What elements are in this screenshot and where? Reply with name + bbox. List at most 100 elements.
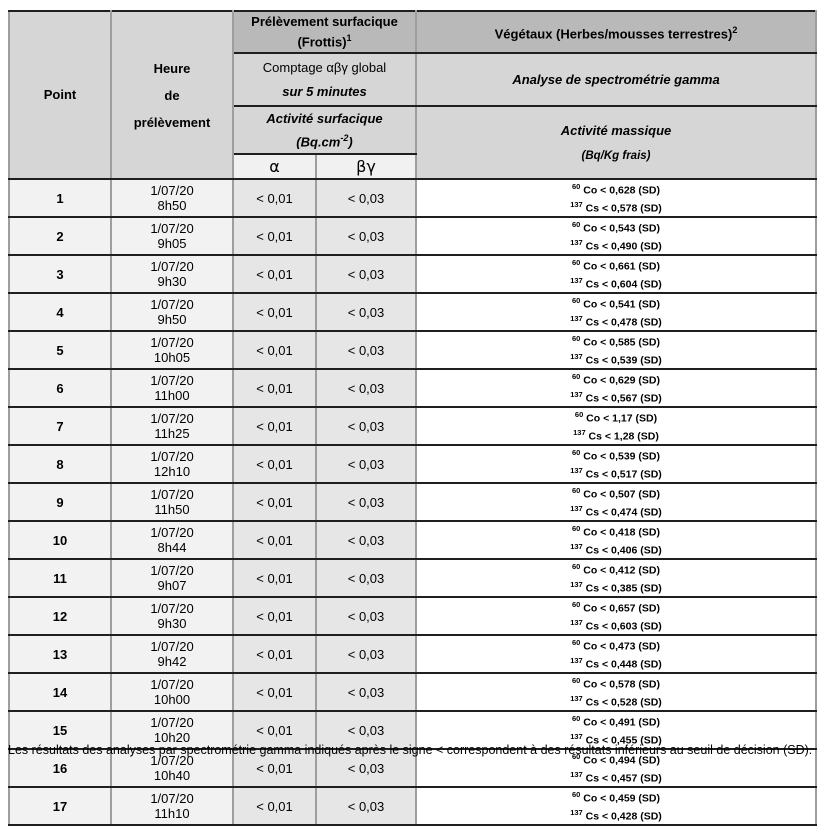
point-number-cell: 13 — [8, 634, 112, 674]
sampling-datetime-cell: 1/07/20 12h10 — [110, 444, 234, 484]
beta-gamma-activity-cell: < 0,03 — [315, 710, 417, 750]
gamma-spectrometry-cell: 60 Co < 0,629 (SD) 137 Cs < 0,567 (SD) — [415, 368, 817, 408]
cesium-137-result: 137 Cs < 0,539 (SD) — [570, 352, 662, 367]
cesium-137-result: 137 Cs < 0,517 (SD) — [570, 466, 662, 481]
cesium-137-result: 137 Cs < 0,455 (SD) — [570, 732, 662, 747]
header-activite-surfacique-label: Activité surfacique — [266, 110, 383, 126]
sampling-date: 1/07/20 — [150, 562, 194, 578]
sampling-time: 9h50 — [157, 312, 187, 327]
header-heure-line3: prélèvement — [133, 114, 211, 130]
sampling-time: 11h25 — [154, 426, 190, 441]
sampling-datetime-cell: 1/07/20 9h05 — [110, 216, 234, 256]
table-row: 6 1/07/20 11h00 < 0,01 < 0,03 60 Co < 0,629 (… — [8, 368, 817, 408]
table-row: 17 1/07/20 11h10 < 0,01 < 0,03 60 Co < 0,459 … — [8, 786, 817, 826]
cobalt-60-result: 60 Co < 0,412 (SD) — [572, 562, 660, 577]
header-row-3: Activité surfacique (Bq.cm-2) Activité m… — [9, 105, 817, 180]
header-analyse-spectrometrie: Analyse de spectrométrie gamma — [415, 52, 817, 107]
alpha-activity-cell: < 0,01 — [232, 596, 317, 636]
gamma-spectrometry-cell: 60 Co < 0,412 (SD) 137 Cs < 0,385 (SD) — [415, 558, 817, 598]
beta-gamma-activity-cell: < 0,03 — [315, 406, 417, 446]
header-beta-gamma-column: βγ — [315, 153, 417, 180]
cobalt-60-result: 60 Co < 0,507 (SD) — [572, 486, 660, 501]
point-number-cell: 15 — [8, 710, 112, 750]
alpha-activity-cell: < 0,01 — [232, 406, 317, 446]
cobalt-60-result: 60 Co < 0,539 (SD) — [572, 448, 660, 463]
cobalt-60-result: 60 Co < 1,17 (SD) — [574, 410, 658, 425]
gamma-spectrometry-cell: 60 Co < 0,543 (SD) 137 Cs < 0,490 (SD) — [415, 216, 817, 256]
sampling-datetime-cell: 1/07/20 11h50 — [110, 482, 234, 522]
beta-gamma-activity-cell: < 0,03 — [315, 786, 417, 826]
header-activite-massique-label: Activité massique — [560, 123, 672, 138]
header-heure-line1: Heure — [153, 60, 191, 76]
alpha-activity-cell: < 0,01 — [232, 368, 317, 408]
cesium-137-result: 137 Cs < 1,28 (SD) — [573, 428, 659, 443]
gamma-spectrometry-cell: 60 Co < 0,585 (SD) 137 Cs < 0,539 (SD) — [415, 330, 817, 370]
table-row: 4 1/07/20 9h50 < 0,01 < 0,03 60 Co < 0,541 (S… — [8, 292, 817, 332]
gamma-spectrometry-cell: 60 Co < 0,661 (SD) 137 Cs < 0,604 (SD) — [415, 254, 817, 294]
alpha-activity-cell: < 0,01 — [232, 558, 317, 598]
alpha-activity-cell: < 0,01 — [232, 254, 317, 294]
alpha-activity-cell: < 0,01 — [232, 634, 317, 674]
cesium-137-result: 137 Cs < 0,457 (SD) — [570, 770, 662, 785]
sampling-time: 8h50 — [157, 198, 187, 213]
gamma-spectrometry-cell: 60 Co < 0,459 (SD) 137 Cs < 0,428 (SD) — [415, 786, 817, 826]
header-comptage-line2: sur 5 minutes — [282, 84, 367, 99]
sampling-datetime-cell: 1/07/20 11h00 — [110, 368, 234, 408]
header-surfacique-subtitle: (Frottis)1 — [297, 32, 352, 50]
cesium-137-result: 137 Cs < 0,385 (SD) — [570, 580, 662, 595]
header-comptage-line1: Comptage αβγ global — [262, 60, 387, 75]
cobalt-60-result: 60 Co < 0,491 (SD) — [572, 714, 660, 729]
header-point: Point — [8, 10, 112, 180]
sampling-datetime-cell: 1/07/20 9h30 — [110, 254, 234, 294]
footnote-mark-2: 2 — [732, 24, 738, 35]
sampling-date: 1/07/20 — [150, 372, 194, 388]
cesium-137-result: 137 Cs < 0,448 (SD) — [570, 656, 662, 671]
cesium-137-result: 137 Cs < 0,490 (SD) — [570, 238, 662, 253]
cesium-137-result: 137 Cs < 0,578 (SD) — [570, 200, 662, 215]
cobalt-60-result: 60 Co < 0,661 (SD) — [572, 258, 660, 273]
point-number-cell: 7 — [8, 406, 112, 446]
point-number-cell: 2 — [8, 216, 112, 256]
cesium-137-result: 137 Cs < 0,478 (SD) — [570, 314, 662, 329]
point-number-cell: 8 — [8, 444, 112, 484]
cesium-137-result: 137 Cs < 0,406 (SD) — [570, 542, 662, 557]
sampling-datetime-cell: 1/07/20 8h50 — [110, 178, 234, 218]
sampling-date: 1/07/20 — [150, 524, 194, 540]
beta-gamma-activity-cell: < 0,03 — [315, 672, 417, 712]
point-number-cell: 3 — [8, 254, 112, 294]
beta-gamma-activity-cell: < 0,03 — [315, 368, 417, 408]
alpha-activity-cell: < 0,01 — [232, 444, 317, 484]
cobalt-60-result: 60 Co < 0,628 (SD) — [572, 182, 660, 197]
beta-gamma-activity-cell: < 0,03 — [315, 634, 417, 674]
sampling-datetime-cell: 1/07/20 9h42 — [110, 634, 234, 674]
sampling-time: 10h40 — [153, 768, 191, 783]
beta-gamma-activity-cell: < 0,03 — [315, 216, 417, 256]
sampling-date: 1/07/20 — [150, 752, 194, 768]
header-activite-massique-unit: (Bq/Kg frais) — [581, 150, 651, 162]
header-heure-de-prelevement: Heure de prélèvement — [110, 10, 234, 180]
cobalt-60-result: 60 Co < 0,578 (SD) — [572, 676, 660, 691]
footnote: Les résultats des analyses par spectromé… — [8, 743, 813, 757]
sampling-date: 1/07/20 — [150, 410, 194, 426]
sampling-time: 8h44 — [157, 540, 187, 555]
cobalt-60-result: 60 Co < 0,657 (SD) — [572, 600, 660, 615]
point-number-cell: 4 — [8, 292, 112, 332]
header-row-1: Point Heure de prélèvement Prélèvement s… — [8, 10, 817, 180]
sampling-date: 1/07/20 — [150, 486, 194, 502]
gamma-spectrometry-cell: 60 Co < 0,578 (SD) 137 Cs < 0,528 (SD) — [415, 672, 817, 712]
sampling-datetime-cell: 1/07/20 11h25 — [110, 406, 234, 446]
table-header: Point Heure de prélèvement Prélèvement s… — [8, 10, 817, 180]
alpha-activity-cell: < 0,01 — [232, 710, 317, 750]
header-row-4: α βγ — [9, 153, 816, 180]
sampling-datetime-cell: 1/07/20 8h44 — [110, 520, 234, 560]
sampling-date: 1/07/20 — [150, 714, 194, 730]
beta-gamma-activity-cell: < 0,03 — [315, 596, 417, 636]
gamma-spectrometry-cell: 60 Co < 0,657 (SD) 137 Cs < 0,603 (SD) — [415, 596, 817, 636]
header-activite-massique: Activité massique (Bq/Kg frais) — [415, 105, 817, 180]
table-row: 3 1/07/20 9h30 < 0,01 < 0,03 60 Co < 0,661 (S… — [8, 254, 817, 294]
sampling-datetime-cell: 1/07/20 10h00 — [110, 672, 234, 712]
table-body: 1 1/07/20 8h50 < 0,01 < 0,03 60 Co < 0,628 (S… — [8, 178, 817, 826]
table-row: 14 1/07/20 10h00 < 0,01 < 0,03 60 Co < 0,578 … — [8, 672, 817, 712]
sampling-datetime-cell: 1/07/20 10h05 — [110, 330, 234, 370]
table-row: 7 1/07/20 11h25 < 0,01 < 0,03 60 Co < 1,17 (S… — [8, 406, 817, 446]
